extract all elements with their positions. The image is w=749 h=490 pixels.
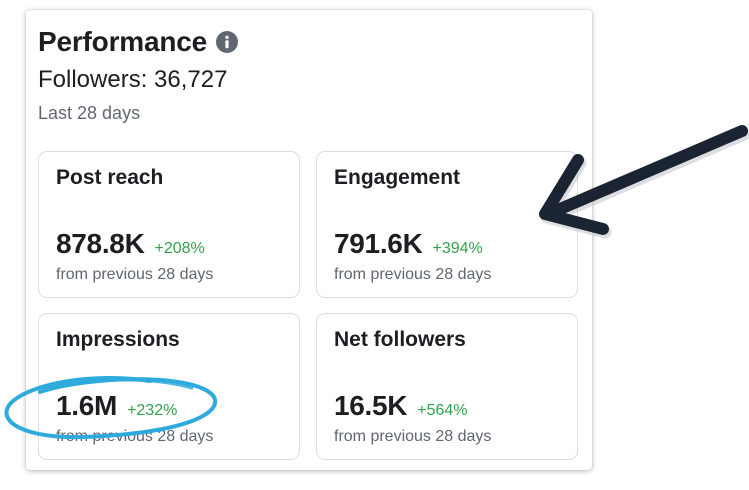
card-post-reach[interactable]: Post reach 878.8K +208% from previous 28… <box>38 151 300 298</box>
card-subtitle: from previous 28 days <box>334 266 492 283</box>
card-value-row: 878.8K +208% <box>56 228 205 260</box>
card-change: +208% <box>154 240 205 257</box>
card-impressions[interactable]: Impressions 1.6M +232% from previous 28 … <box>38 313 300 460</box>
card-title: Engagement <box>334 166 461 189</box>
period-label: Last 28 days <box>38 103 141 123</box>
card-value: 1.6M <box>56 390 118 421</box>
card-value: 878.8K <box>56 228 145 259</box>
card-title: Net followers <box>334 328 466 351</box>
title-row: Performance <box>38 24 238 60</box>
card-engagement[interactable]: Engagement 791.6K +394% from previous 28… <box>316 151 578 298</box>
card-value: 791.6K <box>334 228 423 259</box>
card-change: +394% <box>432 240 483 257</box>
card-value-row: 1.6M +232% <box>56 390 177 422</box>
info-icon[interactable] <box>216 31 238 53</box>
card-value: 16.5K <box>334 390 408 421</box>
page-title: Performance <box>38 26 207 57</box>
card-net-followers[interactable]: Net followers 16.5K +564% from previous … <box>316 313 578 460</box>
card-subtitle: from previous 28 days <box>56 266 214 283</box>
card-subtitle: from previous 28 days <box>334 428 492 445</box>
card-subtitle: from previous 28 days <box>56 428 214 445</box>
card-value-row: 791.6K +394% <box>334 228 483 260</box>
card-change: +564% <box>417 402 468 419</box>
card-title: Impressions <box>56 328 180 351</box>
card-change: +232% <box>127 402 178 419</box>
card-value-row: 16.5K +564% <box>334 390 467 422</box>
card-title: Post reach <box>56 166 164 189</box>
followers-count: Followers: 36,727 <box>38 66 228 93</box>
